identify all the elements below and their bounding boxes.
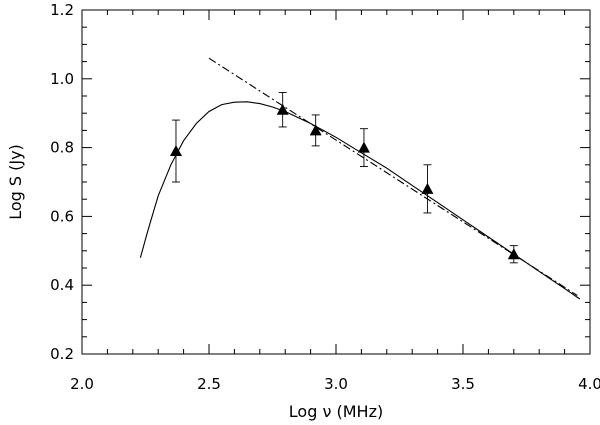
x-tick-label: 3.5 xyxy=(451,375,475,393)
triangle-marker xyxy=(309,124,322,136)
triangle-marker xyxy=(507,248,520,260)
x-tick-label: 2.0 xyxy=(70,375,94,393)
data-points xyxy=(169,92,520,264)
y-tick-labels: 0.2 0.4 0.6 0.8 1.0 1.2 xyxy=(50,1,74,363)
y-tick-label: 0.2 xyxy=(50,345,74,363)
y-tick-label: 1.2 xyxy=(50,1,74,19)
axis-ticks xyxy=(81,9,591,355)
triangle-marker xyxy=(169,145,182,157)
x-tick-label: 3.0 xyxy=(324,375,348,393)
y-tick-label: 0.8 xyxy=(50,139,74,157)
dash-dot-fit-line xyxy=(208,57,578,296)
y-tick-label: 1.0 xyxy=(50,70,74,88)
x-tick-label: 4.0 xyxy=(578,375,600,393)
y-axis-title: Log S (Jy) xyxy=(6,144,25,220)
x-axis-title: Log ν (MHz) xyxy=(289,402,383,421)
y-tick-label: 0.4 xyxy=(50,276,74,294)
triangle-marker xyxy=(276,103,289,115)
triangle-marker xyxy=(357,141,370,153)
x-tick-labels: 2.0 2.5 3.0 3.5 4.0 xyxy=(70,375,600,393)
y-tick-label: 0.6 xyxy=(50,207,74,225)
x-tick-label: 2.5 xyxy=(197,375,221,393)
triangle-marker xyxy=(421,182,434,194)
